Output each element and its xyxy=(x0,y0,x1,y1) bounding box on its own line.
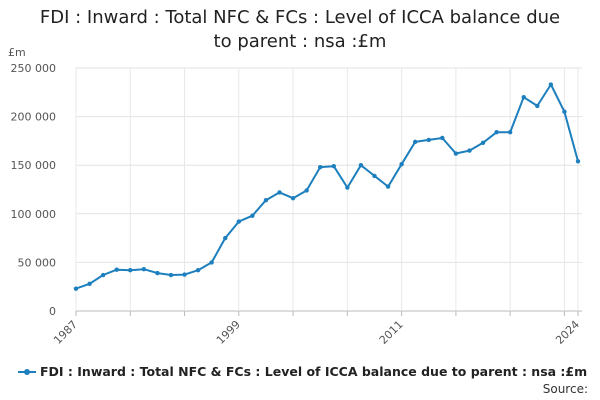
x-tick-label: 2024 xyxy=(553,318,582,347)
data-point xyxy=(453,151,459,156)
data-point xyxy=(304,188,309,193)
y-tick-label: 100 000 xyxy=(11,208,57,221)
legend-swatch xyxy=(18,366,36,378)
data-point xyxy=(467,148,472,153)
chart-title-line-1: FDI : Inward : Total NFC & FCs : Level o… xyxy=(39,7,561,28)
source-label: Source: xyxy=(542,382,588,396)
x-tick-label: 1999 xyxy=(214,318,243,347)
chart-title: FDI : Inward : Total NFC & FCs : Level o… xyxy=(0,6,600,54)
data-point xyxy=(535,103,540,109)
legend-label: FDI : Inward : Total NFC & FCs : Level o… xyxy=(40,364,588,379)
y-tick-label: 150 000 xyxy=(11,159,57,172)
data-point xyxy=(87,281,92,286)
data-point xyxy=(521,94,526,100)
legend: FDI : Inward : Total NFC & FCs : Level o… xyxy=(18,364,588,379)
data-point xyxy=(399,162,404,167)
y-tick-label: 0 xyxy=(49,305,56,318)
data-point xyxy=(385,184,391,189)
data-point xyxy=(318,164,323,170)
data-point xyxy=(277,190,282,195)
y-tick-label: 50 000 xyxy=(18,256,57,269)
y-tick-label: 200 000 xyxy=(11,111,57,124)
data-point xyxy=(331,163,336,169)
y-axis-label: £m xyxy=(8,46,26,59)
x-tick-label: 1987 xyxy=(51,318,80,347)
data-point xyxy=(358,163,364,168)
data-point xyxy=(155,270,160,276)
data-point xyxy=(480,140,486,146)
data-point xyxy=(548,82,554,87)
data-point xyxy=(440,135,445,141)
chart-title-line-2: to parent : nsa :£m xyxy=(213,31,387,52)
data-point xyxy=(575,159,581,164)
data-point xyxy=(236,219,242,224)
data-point xyxy=(372,173,377,179)
data-point xyxy=(100,272,106,278)
data-point xyxy=(195,267,201,273)
x-tick-label: 2011 xyxy=(377,318,406,347)
data-point xyxy=(345,185,350,190)
data-point xyxy=(128,267,133,273)
data-point xyxy=(426,137,431,143)
data-point xyxy=(290,196,296,201)
data-point xyxy=(562,109,567,114)
data-point xyxy=(223,235,228,241)
data-point xyxy=(73,286,79,291)
data-point xyxy=(263,197,269,203)
data-point xyxy=(412,139,418,145)
data-point xyxy=(209,260,214,265)
data-point xyxy=(494,129,499,135)
y-tick-label: 250 000 xyxy=(11,62,57,75)
data-point xyxy=(168,272,174,278)
series-line xyxy=(75,83,579,290)
data-point xyxy=(507,129,513,135)
data-point xyxy=(250,213,255,218)
data-point xyxy=(141,267,147,272)
data-point xyxy=(114,267,119,272)
data-point xyxy=(182,272,187,277)
